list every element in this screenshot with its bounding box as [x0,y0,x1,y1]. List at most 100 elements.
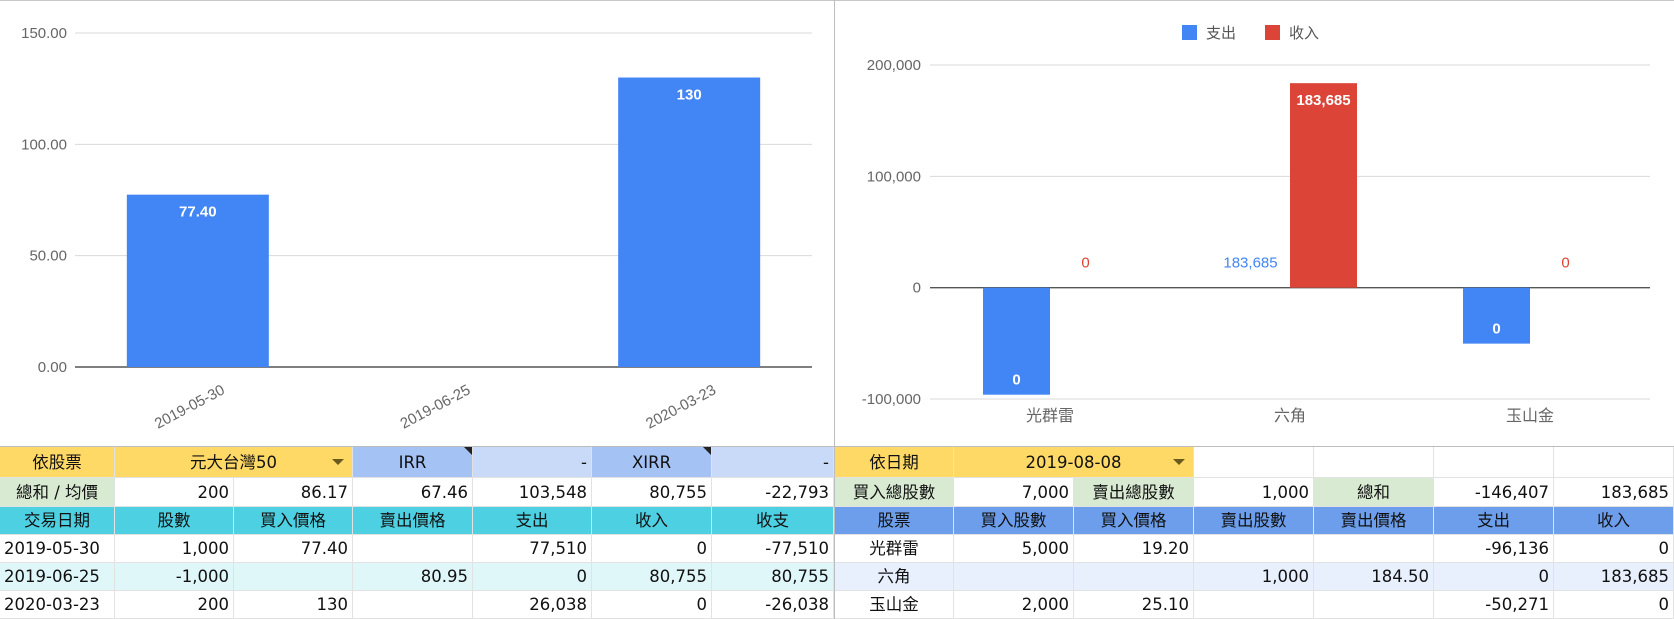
table-cell[interactable] [234,563,353,591]
table-cell[interactable] [353,535,473,563]
table-cell[interactable]: 184.50 [1314,563,1434,591]
total-expense-value[interactable]: -146,407 [1434,478,1554,507]
table-cell[interactable]: 5,000 [954,535,1074,563]
legend-label: 收入 [1289,25,1319,42]
total-buy-shares-label: 買入總股數 [835,478,954,507]
y-tick-label: 200,000 [867,57,921,74]
table-cell[interactable]: 0 [592,535,712,563]
note-indicator-icon[interactable] [703,447,711,455]
column-header[interactable]: 股數 [115,507,234,535]
table-cell[interactable]: 0 [1554,535,1674,563]
empty-cell[interactable] [1314,447,1434,478]
table-cell[interactable] [1074,563,1194,591]
bar-data-label: 183,685 [1223,255,1277,272]
bar-data-label: 0 [1081,255,1089,272]
column-header[interactable]: 收支 [712,507,834,535]
table-cell[interactable]: 2020-03-23 [0,591,115,619]
table-cell[interactable]: 77,510 [473,535,592,563]
sum-cell[interactable]: 200 [115,478,234,507]
column-header[interactable]: 支出 [473,507,592,535]
cashflow-bar-chart: -100,000 0 100,000 200,000 支出 收入 0 0 光群雷 183,685 1… [862,25,1650,425]
table-cell[interactable]: 25.10 [1074,591,1194,619]
y-tick-label: -100,000 [862,391,921,408]
stock-select-dropdown[interactable]: 元大台灣50 [115,447,353,478]
bar [983,287,1050,395]
empty-cell[interactable] [1554,447,1674,478]
total-sell-shares-label: 賣出總股數 [1074,478,1194,507]
total-label: 總和 [1314,478,1434,507]
column-header[interactable]: 收入 [592,507,712,535]
x-tick-label: 六角 [1274,407,1306,425]
table-cell[interactable] [1314,535,1434,563]
pane-divider [834,0,835,619]
table-cell[interactable]: -50,271 [1434,591,1554,619]
table-cell[interactable]: 80,755 [712,563,834,591]
column-header[interactable]: 買入股數 [954,507,1074,535]
table-cell[interactable]: -77,510 [712,535,834,563]
table-cell[interactable]: 80.95 [353,563,473,591]
total-income-value[interactable]: 183,685 [1554,478,1674,507]
sum-cell[interactable]: 80,755 [592,478,712,507]
column-header[interactable]: 交易日期 [0,507,115,535]
table-cell[interactable] [1194,591,1314,619]
empty-cell[interactable] [1434,447,1554,478]
sum-cell[interactable]: -22,793 [712,478,834,507]
table-cell[interactable]: 玉山金 [835,591,954,619]
stock-transactions-sheet: 依股票 元大台灣50 IRR - XIRR - 總和 / 均價 200 86.1… [0,446,834,619]
table-cell[interactable]: 80,755 [592,563,712,591]
sum-cell[interactable]: 103,548 [473,478,592,507]
table-cell[interactable]: 1,000 [115,535,234,563]
table-cell[interactable]: -26,038 [712,591,834,619]
table-cell[interactable]: 1,000 [1194,563,1314,591]
sum-avg-label: 總和 / 均價 [0,478,115,507]
column-header[interactable]: 賣出價格 [353,507,473,535]
bar-data-label: 0 [1012,372,1020,389]
bar-data-label: 77.40 [179,204,217,221]
column-header[interactable]: 賣出股數 [1194,507,1314,535]
table-cell[interactable]: -96,136 [1434,535,1554,563]
table-cell[interactable]: 19.20 [1074,535,1194,563]
xirr-label: XIRR [592,447,712,478]
table-cell[interactable]: 2019-05-30 [0,535,115,563]
table-cell[interactable]: 26,038 [473,591,592,619]
table-cell[interactable]: -1,000 [115,563,234,591]
table-cell[interactable]: 光群雷 [835,535,954,563]
chevron-down-icon[interactable] [332,459,344,465]
price-chart-panel: 0.00 50.00 100.00 150.00 77.40 2019-05-30 2019… [0,0,834,446]
column-header[interactable]: 股票 [835,507,954,535]
total-sell-shares-value[interactable]: 1,000 [1194,478,1314,507]
sum-cell[interactable]: 86.17 [234,478,353,507]
bar-data-label: 183,685 [1296,92,1350,109]
date-select-dropdown[interactable]: 2019-08-08 [954,447,1194,478]
table-cell[interactable] [954,563,1074,591]
table-cell[interactable]: 0 [473,563,592,591]
table-cell[interactable]: 六角 [835,563,954,591]
table-cell[interactable]: 0 [1554,591,1674,619]
total-buy-shares-value[interactable]: 7,000 [954,478,1074,507]
table-cell[interactable] [353,591,473,619]
stock-select-value: 元大台灣50 [190,453,277,472]
x-tick-label: 2019-05-30 [152,382,228,433]
table-cell[interactable]: 0 [1434,563,1554,591]
column-header[interactable]: 賣出價格 [1314,507,1434,535]
note-indicator-icon[interactable] [464,447,472,455]
table-cell[interactable]: 0 [592,591,712,619]
table-cell[interactable]: 200 [115,591,234,619]
table-cell[interactable]: 77.40 [234,535,353,563]
xirr-label-text: XIRR [631,453,672,472]
table-cell[interactable]: 2,000 [954,591,1074,619]
table-cell[interactable] [1194,535,1314,563]
chevron-down-icon[interactable] [1173,459,1185,465]
table-cell[interactable]: 183,685 [1554,563,1674,591]
x-tick-label: 光群雷 [1026,407,1074,425]
column-header[interactable]: 收入 [1554,507,1674,535]
empty-cell[interactable] [1194,447,1314,478]
xirr-value: - [712,447,834,478]
column-header[interactable]: 買入價格 [234,507,353,535]
column-header[interactable]: 支出 [1434,507,1554,535]
table-cell[interactable]: 2019-06-25 [0,563,115,591]
table-cell[interactable] [1314,591,1434,619]
column-header[interactable]: 買入價格 [1074,507,1194,535]
sum-cell[interactable]: 67.46 [353,478,473,507]
table-cell[interactable]: 130 [234,591,353,619]
